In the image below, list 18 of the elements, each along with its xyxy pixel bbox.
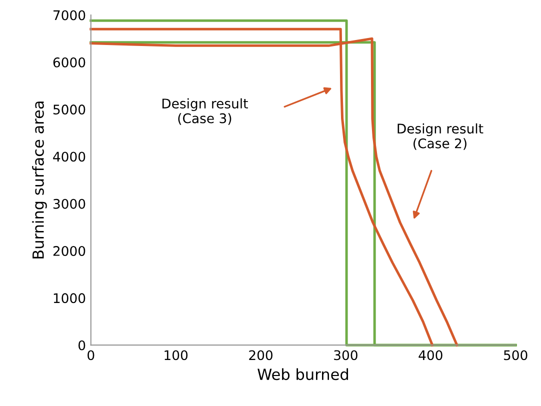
y-tick-label: 4000 xyxy=(53,152,86,162)
y-tick-label: 2000 xyxy=(53,246,86,256)
y-tick-label: 3000 xyxy=(53,198,86,209)
x-axis-title: Web burned xyxy=(258,368,348,380)
y-tick-label: 0 xyxy=(78,340,86,350)
x-tick-label: 300 xyxy=(334,350,358,360)
x-tick-label: 100 xyxy=(164,350,188,360)
y-tick-label: 7000 xyxy=(54,10,86,20)
x-tick-label: 400 xyxy=(418,350,442,360)
y-tick-label: 1000 xyxy=(54,293,86,304)
x-tick-label: 200 xyxy=(249,350,272,360)
y-tick-label: 6000 xyxy=(53,57,86,68)
x-tick-label: 0 xyxy=(88,350,94,360)
y-tick-label: 5000 xyxy=(53,104,86,115)
x-tick-label: 500 xyxy=(504,350,528,360)
annotation: Design result (Case 2) xyxy=(398,123,484,150)
y-axis-title: Burning surface area xyxy=(32,102,47,258)
annotation: Design result (Case 3) xyxy=(162,98,248,125)
